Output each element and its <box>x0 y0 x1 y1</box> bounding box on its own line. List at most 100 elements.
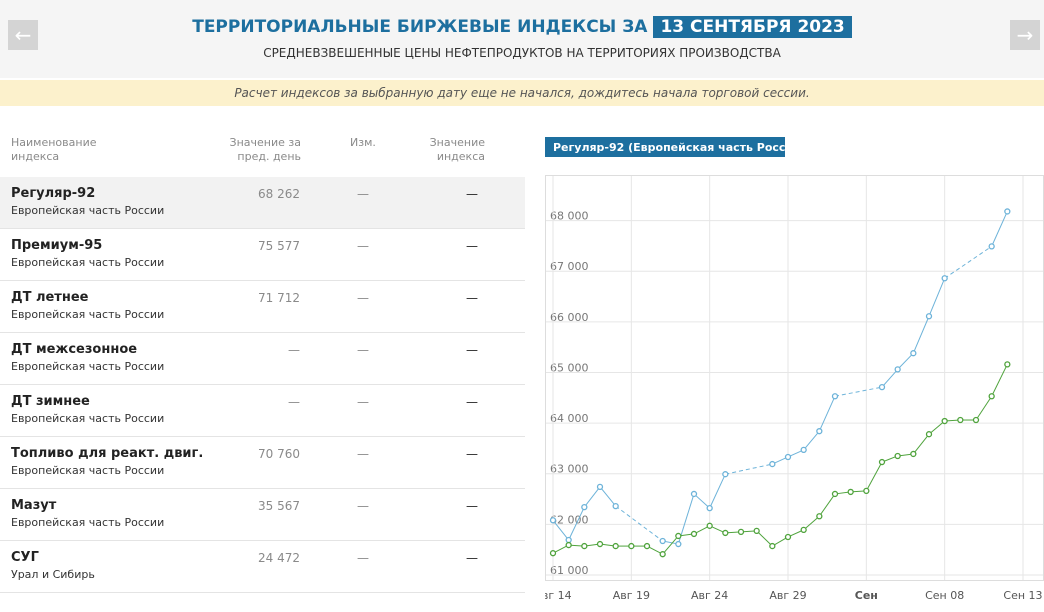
change: — <box>357 291 369 305</box>
data-point <box>816 513 823 520</box>
data-point <box>1004 208 1011 215</box>
x-tick-label: Авг 14 <box>545 589 572 602</box>
column-header: Значение индекса <box>429 136 485 163</box>
data-point <box>690 490 698 498</box>
table-row[interactable]: Премиум-95 Европейская часть России 75 577… <box>0 229 525 281</box>
line-segment <box>662 535 679 555</box>
index-region: Европейская часть России <box>11 360 165 373</box>
data-point <box>722 529 729 537</box>
prev-value: — <box>288 343 300 357</box>
line-segment <box>599 486 617 507</box>
table-row[interactable]: Мазут Европейская часть России 35 567 — — <box>0 489 525 541</box>
next-button[interactable]: → <box>1010 20 1040 50</box>
chart: Регуляр-92 (Европейская часть России) 61… <box>545 137 1044 602</box>
change: — <box>357 239 369 253</box>
change: — <box>357 343 369 357</box>
title-text: ТЕРРИТОРИАЛЬНЫЕ БИРЖЕВЫЕ ИНДЕКСЫ ЗА <box>192 17 648 37</box>
line-segment <box>928 278 946 317</box>
index-region: Урал и Сибирь <box>11 568 95 581</box>
prev-value: 24 472 <box>258 551 300 565</box>
prev-value: 75 577 <box>258 239 300 253</box>
index-region: Европейская часть России <box>11 412 165 425</box>
table-row[interactable]: Регуляр-92 Европейская часть России 68 262… <box>0 177 525 229</box>
line-segment <box>991 211 1008 247</box>
data-point <box>753 527 760 535</box>
index-value: — <box>466 395 478 409</box>
table-row[interactable]: СУГ Урал и Сибирь 24 472 — — <box>0 541 525 593</box>
data-point <box>878 458 886 466</box>
data-point <box>706 504 713 512</box>
data-point <box>847 488 854 496</box>
prev-button[interactable]: ← <box>8 20 38 50</box>
line-segment <box>834 386 883 397</box>
table-row[interactable]: ДТ межсезонное Европейская часть России — —… <box>0 333 525 385</box>
index-value: — <box>466 239 478 253</box>
date[interactable]: 13 СЕНТЯБРЯ 2023 <box>653 16 852 38</box>
y-tick-label: 61 000 <box>550 564 589 577</box>
index-region: Европейская часть России <box>11 204 165 217</box>
line-segment <box>991 364 1008 397</box>
x-tick-label: Авг 19 <box>613 589 650 602</box>
change: — <box>357 187 369 201</box>
y-tick-label: 62 000 <box>550 513 589 526</box>
data-point <box>988 243 995 250</box>
x-tick-label: Сен 08 <box>925 589 964 602</box>
line-segment <box>756 530 773 547</box>
index-value: — <box>466 343 478 357</box>
data-point <box>675 532 682 540</box>
column-header: Значение за пред. день <box>229 136 301 163</box>
x-tick-label: Авг 29 <box>769 589 806 602</box>
y-tick-label: 65 000 <box>550 361 589 374</box>
index-name: Премиум-95 <box>11 238 103 253</box>
data-point <box>957 416 964 424</box>
index-name: ДТ летнее <box>11 290 89 305</box>
index-name: СУГ <box>11 550 39 565</box>
y-tick-label: 63 000 <box>550 463 589 476</box>
data-point <box>800 526 807 534</box>
data-point <box>894 366 901 373</box>
line-segment <box>552 519 570 541</box>
prev-value: 71 712 <box>258 291 300 305</box>
data-point <box>643 542 651 550</box>
x-tick-label: Сен <box>855 589 878 602</box>
title: ТЕРРИТОРИАЛЬНЫЕ БИРЖЕВЫЕ ИНДЕКСЫ ЗА 13 СЕ… <box>0 16 1044 38</box>
change: — <box>357 551 369 565</box>
table-row[interactable]: ДТ летнее Европейская часть России 71 712 —… <box>0 281 525 333</box>
data-point <box>612 502 619 510</box>
line-segment <box>897 352 914 370</box>
table-row[interactable]: ДТ зимнее Европейская часть России — — — <box>0 385 525 437</box>
data-point <box>737 528 745 536</box>
index-value: — <box>466 447 478 461</box>
index-value: — <box>466 187 478 201</box>
line-segment <box>912 316 930 354</box>
data-point <box>612 542 619 550</box>
index-value: — <box>466 291 478 305</box>
line-segment <box>709 473 726 509</box>
plot-frame <box>545 175 1044 581</box>
line-segment <box>944 245 992 279</box>
line-segment <box>818 493 836 517</box>
data-point <box>659 551 666 558</box>
line-segment <box>583 486 601 508</box>
notice: Расчет индексов за выбранную дату еще не… <box>0 80 1044 106</box>
data-point <box>784 453 792 461</box>
data-point <box>628 542 635 550</box>
data-point <box>690 530 698 538</box>
line-segment <box>881 369 899 388</box>
data-point <box>988 393 995 400</box>
data-point <box>894 452 901 460</box>
x-tick-label: Сен 13 <box>1003 589 1042 602</box>
data-point <box>925 313 933 320</box>
data-point <box>910 350 917 357</box>
data-point <box>549 517 557 524</box>
table-row[interactable]: Топливо для реакт. двиг. Европейская част… <box>0 437 525 489</box>
index-region: Европейская часть России <box>11 516 165 529</box>
change: — <box>357 395 369 409</box>
data-point <box>659 537 666 545</box>
data-point <box>549 550 557 557</box>
data-point <box>596 483 604 491</box>
index-name: Топливо для реакт. двиг. <box>11 446 204 461</box>
data-point <box>800 446 807 454</box>
index-value: — <box>466 499 478 513</box>
data-point <box>910 450 917 458</box>
